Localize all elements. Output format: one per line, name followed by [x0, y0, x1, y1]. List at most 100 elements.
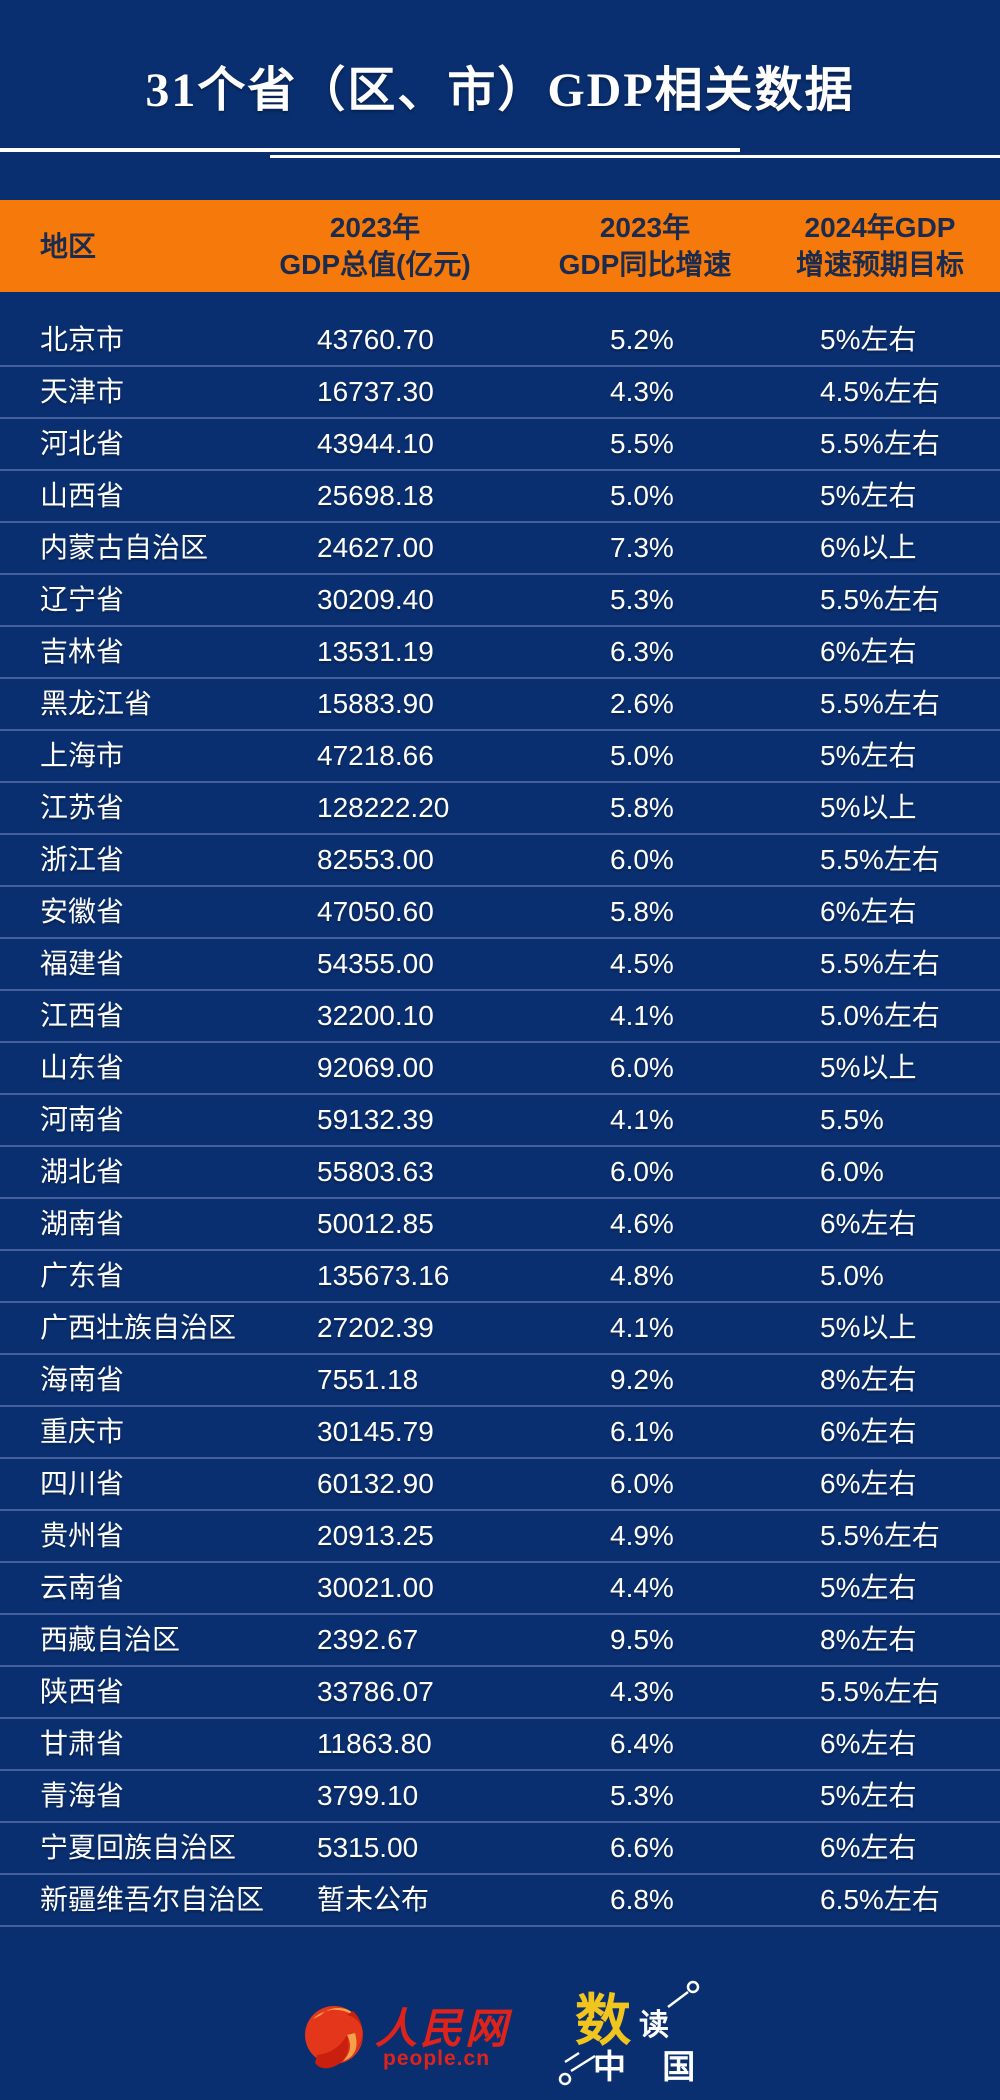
- gdp-cell: 16737.30: [317, 376, 434, 407]
- region-cell: 辽宁省: [40, 584, 125, 615]
- target-cell: 6%左右: [820, 1728, 917, 1759]
- column-header-target-line2: 增速预期目标: [795, 249, 964, 280]
- target-cell: 5.5%左右: [820, 688, 940, 719]
- table-row: 云南省 30021.00 4.4% 5%左右: [0, 1563, 1000, 1615]
- region-cell: 四川省: [40, 1468, 125, 1499]
- table-row: 宁夏回族自治区 5315.00 6.6% 6%左右: [0, 1823, 1000, 1875]
- gdp-cell: 55803.63: [317, 1156, 434, 1187]
- table-row: 山西省 25698.18 5.0% 5%左右: [0, 471, 1000, 523]
- gdp-cell: 47050.60: [317, 896, 434, 927]
- region-cell: 河南省: [40, 1104, 125, 1135]
- target-cell: 6%以上: [820, 532, 917, 563]
- gdp-cell: 5315.00: [317, 1832, 419, 1863]
- column-header-target-line1: 2024年GDP: [804, 212, 956, 243]
- region-cell: 西藏自治区: [40, 1624, 181, 1655]
- region-cell: 海南省: [40, 1364, 125, 1395]
- target-cell: 5.0%左右: [820, 1000, 940, 1031]
- gdp-cell: 15883.90: [317, 688, 434, 719]
- gdp-cell: 3799.10: [317, 1780, 419, 1811]
- growth-cell: 6.0%: [610, 1468, 674, 1499]
- gdp-cell: 30021.00: [317, 1572, 434, 1603]
- target-cell: 5%左右: [820, 480, 917, 511]
- growth-cell: 5.0%: [610, 480, 674, 511]
- table-row: 内蒙古自治区 24627.00 7.3% 6%以上: [0, 523, 1000, 575]
- growth-cell: 9.5%: [610, 1624, 674, 1655]
- gdp-cell: 11863.80: [317, 1728, 432, 1759]
- target-cell: 8%左右: [820, 1624, 917, 1655]
- gdp-cell: 50012.85: [317, 1208, 434, 1239]
- gdp-cell: 54355.00: [317, 948, 434, 979]
- growth-cell: 7.3%: [610, 532, 674, 563]
- gdp-cell: 暂未公布: [317, 1884, 430, 1915]
- growth-cell: 4.1%: [610, 1312, 674, 1343]
- growth-cell: 6.0%: [610, 1052, 674, 1083]
- region-cell: 宁夏回族自治区: [40, 1832, 237, 1863]
- region-cell: 北京市: [40, 324, 125, 355]
- region-cell: 广西壮族自治区: [40, 1312, 237, 1343]
- growth-cell: 5.8%: [610, 896, 674, 927]
- gdp-cell: 13531.19: [317, 636, 434, 667]
- title-underline-right: [270, 155, 1000, 158]
- table-row: 西藏自治区 2392.67 9.5% 8%左右: [0, 1615, 1000, 1667]
- target-cell: 8%左右: [820, 1364, 917, 1395]
- region-cell: 吉林省: [40, 636, 125, 667]
- growth-cell: 6.3%: [610, 636, 674, 667]
- growth-cell: 4.5%: [610, 948, 674, 979]
- shudu-zhongguo-logo: 数 读 中 国: [555, 1970, 725, 2095]
- people-cn-domain: people.cn: [383, 2047, 491, 2070]
- gdp-cell: 20913.25: [317, 1520, 434, 1551]
- table-row: 江苏省 128222.20 5.8% 5%以上: [0, 783, 1000, 835]
- column-header-gdp-line1: 2023年: [329, 212, 421, 243]
- table-row: 山东省 92069.00 6.0% 5%以上: [0, 1043, 1000, 1095]
- gdp-cell: 128222.20: [317, 792, 450, 823]
- table-row: 河南省 59132.39 4.1% 5.5%: [0, 1095, 1000, 1147]
- target-cell: 6%左右: [820, 1832, 917, 1863]
- growth-cell: 6.0%: [610, 844, 674, 875]
- column-header-gdp-2023: 2023年 GDP总值(亿元): [250, 200, 500, 292]
- gdp-cell: 30145.79: [317, 1416, 434, 1447]
- target-cell: 5.5%左右: [820, 844, 940, 875]
- target-cell: 5%左右: [820, 1780, 917, 1811]
- growth-cell: 4.6%: [610, 1208, 674, 1239]
- growth-cell: 9.2%: [610, 1364, 674, 1395]
- growth-cell: 4.8%: [610, 1260, 674, 1291]
- gdp-cell: 43760.70: [317, 324, 434, 355]
- region-cell: 上海市: [40, 740, 125, 771]
- people-cn-globe-icon: [305, 2006, 364, 2069]
- table-row: 浙江省 82553.00 6.0% 5.5%左右: [0, 835, 1000, 887]
- gdp-cell: 59132.39: [317, 1104, 434, 1135]
- region-cell: 浙江省: [40, 844, 125, 875]
- table-row: 吉林省 13531.19 6.3% 6%左右: [0, 627, 1000, 679]
- table-row: 江西省 32200.10 4.1% 5.0%左右: [0, 991, 1000, 1043]
- page-title: 31个省（区、市）GDP相关数据: [145, 64, 855, 117]
- target-cell: 5%左右: [820, 324, 917, 355]
- table-row: 湖北省 55803.63 6.0% 6.0%: [0, 1147, 1000, 1199]
- region-cell: 陕西省: [40, 1676, 125, 1707]
- gdp-cell: 7551.18: [317, 1364, 419, 1395]
- shudu-decor-lines-icon: [558, 1980, 700, 2086]
- column-header-region: 地区: [40, 200, 260, 292]
- gdp-cell: 2392.67: [317, 1624, 419, 1655]
- table-row: 河北省 43944.10 5.5% 5.5%左右: [0, 419, 1000, 471]
- target-cell: 6%左右: [820, 1416, 917, 1447]
- growth-cell: 6.1%: [610, 1416, 674, 1447]
- target-cell: 4.5%左右: [820, 376, 940, 407]
- target-cell: 5.5%左右: [820, 1676, 940, 1707]
- gdp-cell: 135673.16: [317, 1260, 450, 1291]
- region-cell: 天津市: [40, 376, 125, 407]
- region-cell: 广东省: [40, 1260, 125, 1291]
- table-row: 陕西省 33786.07 4.3% 5.5%左右: [0, 1667, 1000, 1719]
- growth-cell: 6.6%: [610, 1832, 674, 1863]
- growth-cell: 6.0%: [610, 1156, 674, 1187]
- table-row: 福建省 54355.00 4.5% 5.5%左右: [0, 939, 1000, 991]
- gdp-cell: 33786.07: [317, 1676, 434, 1707]
- target-cell: 5%以上: [820, 792, 917, 823]
- footer: 人民网 people.cn 数 读 中 国: [0, 1960, 1000, 2100]
- growth-cell: 4.3%: [610, 376, 674, 407]
- region-cell: 江西省: [40, 1000, 125, 1031]
- target-cell: 6%左右: [820, 1208, 917, 1239]
- growth-cell: 2.6%: [610, 688, 674, 719]
- shudu-char-sub: 读: [639, 2009, 669, 2042]
- table-header-band: 地区 2023年 GDP总值(亿元) 2023年 GDP同比增速 2024年GD…: [0, 200, 1000, 292]
- table-row: 北京市 43760.70 5.2% 5%左右: [0, 315, 1000, 367]
